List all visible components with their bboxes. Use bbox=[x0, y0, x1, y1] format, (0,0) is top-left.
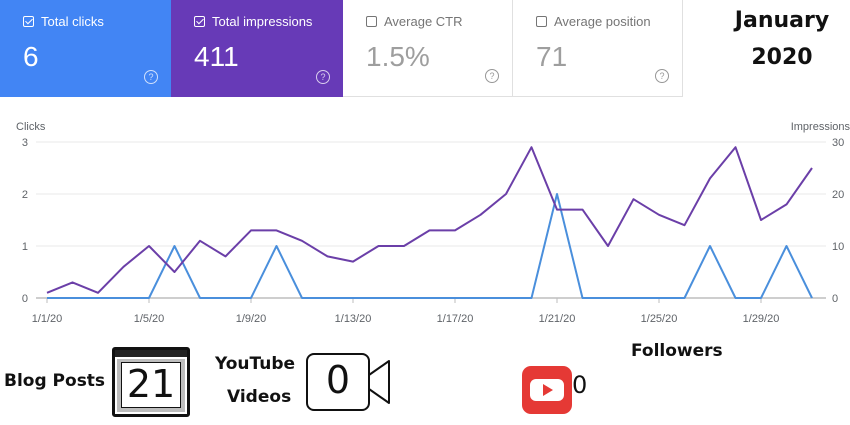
y-tick-label: 2 bbox=[22, 189, 28, 201]
youtube-logo-icon bbox=[522, 366, 572, 414]
right-axis-title: Impressions bbox=[790, 121, 850, 133]
x-tick-label: 1/21/20 bbox=[539, 313, 576, 325]
metric-card-average-position[interactable]: Average position 71 ? bbox=[513, 0, 683, 97]
y2-tick-label: 20 bbox=[832, 189, 844, 201]
youtube-label-line1: YouTube bbox=[215, 354, 296, 374]
y2-tick-label: 30 bbox=[832, 137, 844, 149]
series-line-impressions bbox=[46, 146, 813, 294]
x-tick-label: 1/13/20 bbox=[335, 313, 372, 325]
counter-screen bbox=[121, 362, 181, 408]
left-axis-title: Clicks bbox=[16, 121, 46, 133]
x-tick-label: 1/5/20 bbox=[134, 313, 165, 325]
checkbox-unchecked-icon[interactable] bbox=[366, 16, 377, 27]
month-label: January 2020 bbox=[718, 2, 846, 76]
metric-label: Average position bbox=[554, 14, 651, 29]
window-titlebar bbox=[115, 350, 187, 357]
y2-tick-label: 10 bbox=[832, 241, 844, 253]
youtube-label-line2: Videos bbox=[227, 387, 292, 407]
y-tick-label: 0 bbox=[22, 293, 28, 305]
y-tick-label: 1 bbox=[22, 241, 28, 253]
x-tick-label: 1/17/20 bbox=[437, 313, 474, 325]
checkbox-checked-icon[interactable] bbox=[23, 16, 34, 27]
help-icon[interactable]: ? bbox=[144, 70, 158, 84]
help-icon[interactable]: ? bbox=[655, 69, 669, 83]
series-line-clicks bbox=[47, 193, 813, 299]
checkbox-checked-icon[interactable] bbox=[194, 16, 205, 27]
followers-count: 0 bbox=[572, 371, 588, 399]
blog-posts-count: 21 bbox=[126, 362, 176, 406]
x-tick-label: 1/25/20 bbox=[641, 313, 678, 325]
metric-label: Average CTR bbox=[384, 14, 463, 29]
x-tick-label: 1/1/20 bbox=[32, 313, 63, 325]
metric-value: 71 bbox=[536, 41, 568, 72]
checkbox-unchecked-icon[interactable] bbox=[536, 16, 547, 27]
y2-tick-label: 0 bbox=[832, 293, 838, 305]
camera-lens-icon bbox=[368, 360, 390, 404]
metric-value: 411 bbox=[194, 41, 239, 72]
metric-label: Total impressions bbox=[212, 14, 313, 29]
y-tick-label: 3 bbox=[22, 137, 28, 149]
metric-value: 6 bbox=[23, 41, 39, 72]
x-tick-label: 1/29/20 bbox=[743, 313, 780, 325]
metric-value: 1.5% bbox=[366, 41, 430, 72]
help-icon[interactable]: ? bbox=[316, 70, 330, 84]
metric-card-average-ctr[interactable]: Average CTR 1.5% ? bbox=[343, 0, 513, 97]
youtube-videos-count: 0 bbox=[325, 358, 351, 402]
blog-posts-counter: 21 bbox=[112, 347, 190, 417]
followers-label: Followers bbox=[631, 341, 723, 361]
blog-posts-label: Blog Posts bbox=[4, 371, 106, 391]
month-year: 2020 bbox=[751, 45, 813, 70]
video-camera-icon: 0 bbox=[306, 353, 370, 411]
metric-label: Total clicks bbox=[41, 14, 104, 29]
help-icon[interactable]: ? bbox=[485, 69, 499, 83]
metric-card-total-impressions[interactable]: Total impressions 411 ? bbox=[171, 0, 343, 97]
month-name: January bbox=[734, 8, 830, 33]
x-tick-label: 1/9/20 bbox=[236, 313, 267, 325]
metric-card-total-clicks[interactable]: Total clicks 6 ? bbox=[0, 0, 171, 97]
